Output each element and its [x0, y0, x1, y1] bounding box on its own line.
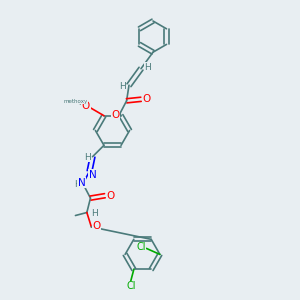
Text: Cl: Cl [136, 242, 146, 253]
Text: O: O [111, 110, 119, 120]
Text: methoxy: methoxy [64, 99, 88, 104]
Text: O: O [82, 101, 90, 111]
Text: O: O [142, 94, 151, 104]
Text: N: N [78, 178, 85, 188]
Text: H: H [84, 153, 91, 162]
Text: H: H [119, 82, 126, 91]
Text: H: H [144, 63, 151, 72]
Text: N: N [89, 170, 96, 180]
Text: O: O [93, 221, 101, 231]
Text: Cl: Cl [126, 281, 136, 291]
Text: H: H [74, 180, 81, 189]
Text: O: O [106, 191, 114, 201]
Text: H: H [91, 209, 98, 218]
